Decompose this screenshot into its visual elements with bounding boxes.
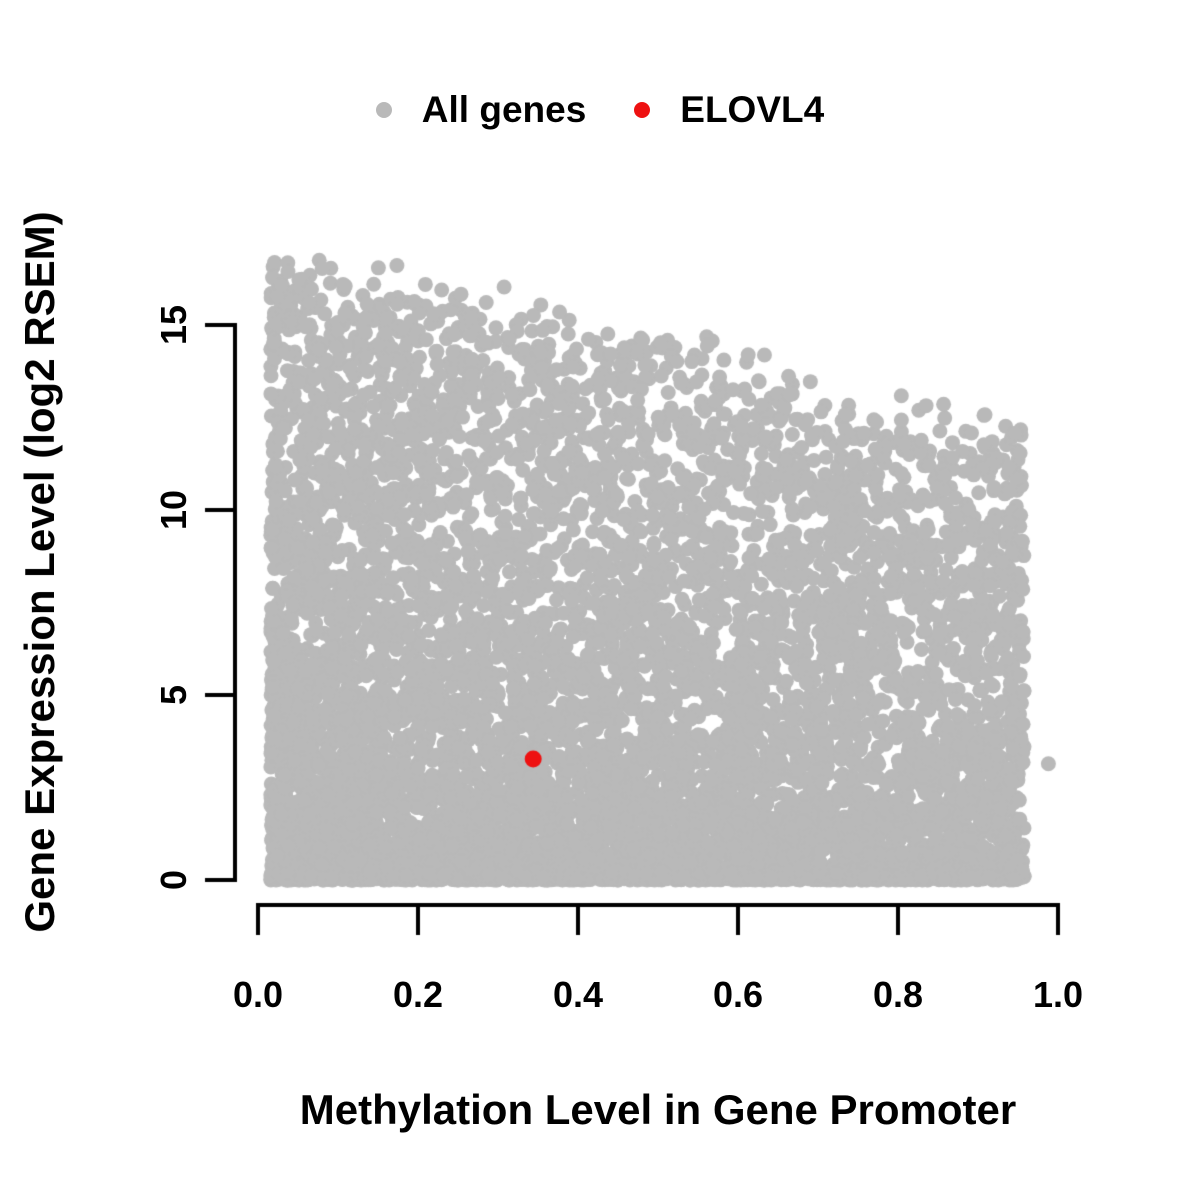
x-axis-title: Methylation Level in Gene Promoter (299, 1086, 1017, 1133)
y-tick-label-10: 10 (153, 489, 194, 531)
y-tick-label-15: 15 (153, 304, 194, 346)
x-tick-label-0.2: 0.2 (392, 974, 444, 1015)
y-tick-label-0: 0 (153, 869, 194, 891)
y-tick-label-5: 5 (153, 684, 194, 706)
x-tick-label-0.6: 0.6 (712, 974, 764, 1015)
x-tick-label-1.0: 1.0 (1032, 974, 1084, 1015)
x-tick-label-0.8: 0.8 (872, 974, 924, 1015)
y-axis-title: Gene Expression Level (log2 RSEM) (16, 211, 63, 933)
x-tick-label-0.4: 0.4 (552, 974, 604, 1015)
x-tick-label-0.0: 0.0 (232, 974, 284, 1015)
